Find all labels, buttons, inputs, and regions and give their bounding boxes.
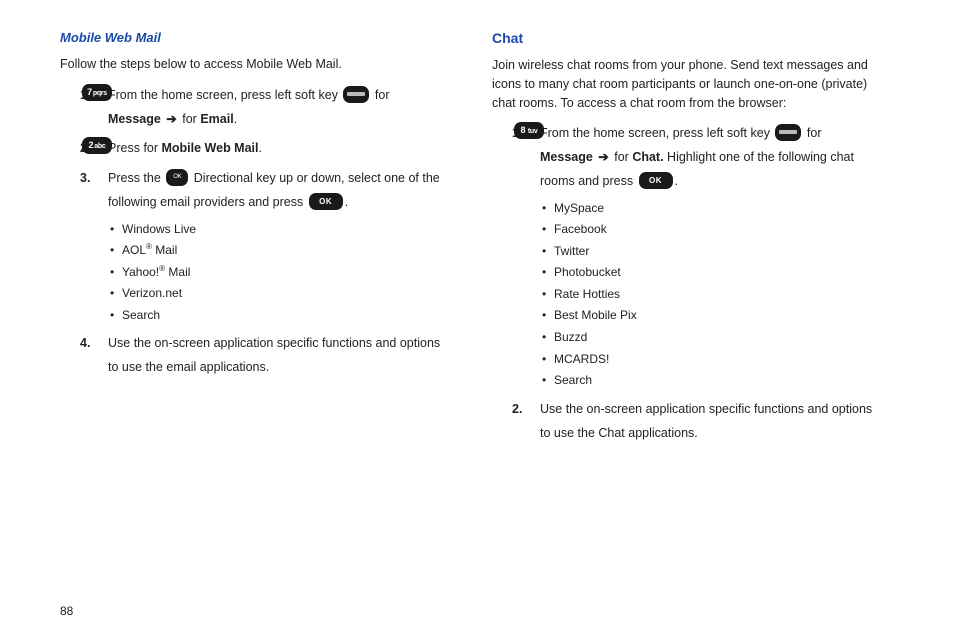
list-item: Twitter [540, 241, 884, 263]
list-item: Windows Live [108, 219, 452, 241]
label-mwm: Mobile Web Mail [162, 141, 259, 155]
key-letters: pqrs [93, 90, 107, 97]
ok-small-icon: OK [166, 169, 188, 186]
step-text: for [614, 150, 632, 164]
ok-key-icon: OK [309, 193, 343, 210]
list-item: MySpace [540, 198, 884, 220]
step-text: for [807, 126, 822, 140]
steps-list: 1. From the home screen, press left soft… [80, 84, 452, 380]
manual-page: Mobile Web Mail Follow the steps below t… [0, 0, 954, 636]
key-2-icon: 2abc [82, 137, 112, 154]
step-text: for [143, 141, 161, 155]
step-1: 1. From the home screen, press left soft… [512, 122, 884, 392]
list-item: Rate Hotties [540, 284, 884, 306]
left-column: Mobile Web Mail Follow the steps below t… [60, 30, 482, 616]
left-soft-key-icon [343, 86, 369, 103]
rooms-list: MySpace Facebook Twitter Photobucket Rat… [540, 198, 884, 392]
list-item: MCARDS! [540, 349, 884, 371]
right-column: Chat Join wireless chat rooms from your … [482, 30, 914, 616]
key-letters: abc [94, 143, 105, 150]
list-item: Facebook [540, 219, 884, 241]
key-7-icon: 7pqrs [82, 84, 112, 101]
step-number: 4. [80, 332, 90, 356]
step-text: for [375, 88, 390, 102]
page-number: 88 [60, 604, 73, 618]
list-item: Search [540, 370, 884, 392]
step-text: Use the on-screen application specific f… [540, 402, 872, 440]
left-soft-key-icon [775, 124, 801, 141]
list-item: Yahoo!® Mail [108, 262, 452, 284]
label-message: Message [540, 150, 593, 164]
step-number: 3. [80, 167, 90, 191]
step-2: 2. Press 2abc for Mobile Web Mail. [80, 137, 452, 161]
step-text: for [182, 112, 200, 126]
key-8-icon: 8 tuv [514, 122, 544, 139]
step-3: 3. Press the OK Directional key up or do… [80, 167, 452, 326]
section-heading-mobile-web-mail: Mobile Web Mail [60, 30, 452, 45]
list-item: Photobucket [540, 262, 884, 284]
list-item: Best Mobile Pix [540, 305, 884, 327]
list-item: AOL® Mail [108, 240, 452, 262]
step-number: 2. [512, 398, 522, 422]
providers-list: Windows Live AOL® Mail Yahoo!® Mail Veri… [108, 219, 452, 327]
step-text: Use the on-screen application specific f… [108, 336, 440, 374]
key-letters: tuv [526, 128, 537, 135]
list-item: Buzzd [540, 327, 884, 349]
step-text: From the home screen, press left soft ke… [540, 126, 773, 140]
label-chat: Chat. [632, 150, 663, 164]
ok-key-icon: OK [639, 172, 673, 189]
arrow-icon: ➔ [596, 150, 614, 164]
arrow-icon: ➔ [164, 112, 182, 126]
label-message: Message [108, 112, 161, 126]
list-item: Search [108, 305, 452, 327]
label-email: Email [200, 112, 233, 126]
steps-list: 1. From the home screen, press left soft… [512, 122, 884, 445]
section-heading-chat: Chat [492, 30, 884, 46]
intro-text: Follow the steps below to access Mobile … [60, 55, 452, 74]
list-item: Verizon.net [108, 283, 452, 305]
step-text: Press [108, 141, 143, 155]
step-4: 4. Use the on-screen application specifi… [80, 332, 452, 380]
step-2: 2. Use the on-screen application specifi… [512, 398, 884, 446]
step-text: From the home screen, press left soft ke… [108, 88, 341, 102]
step-text: Press the [108, 171, 164, 185]
intro-text: Join wireless chat rooms from your phone… [492, 56, 884, 112]
step-1: 1. From the home screen, press left soft… [80, 84, 452, 132]
